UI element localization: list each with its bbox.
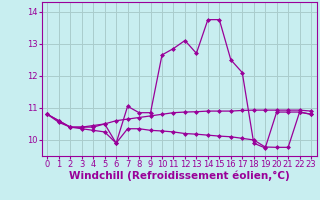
X-axis label: Windchill (Refroidissement éolien,°C): Windchill (Refroidissement éolien,°C) — [69, 171, 290, 181]
